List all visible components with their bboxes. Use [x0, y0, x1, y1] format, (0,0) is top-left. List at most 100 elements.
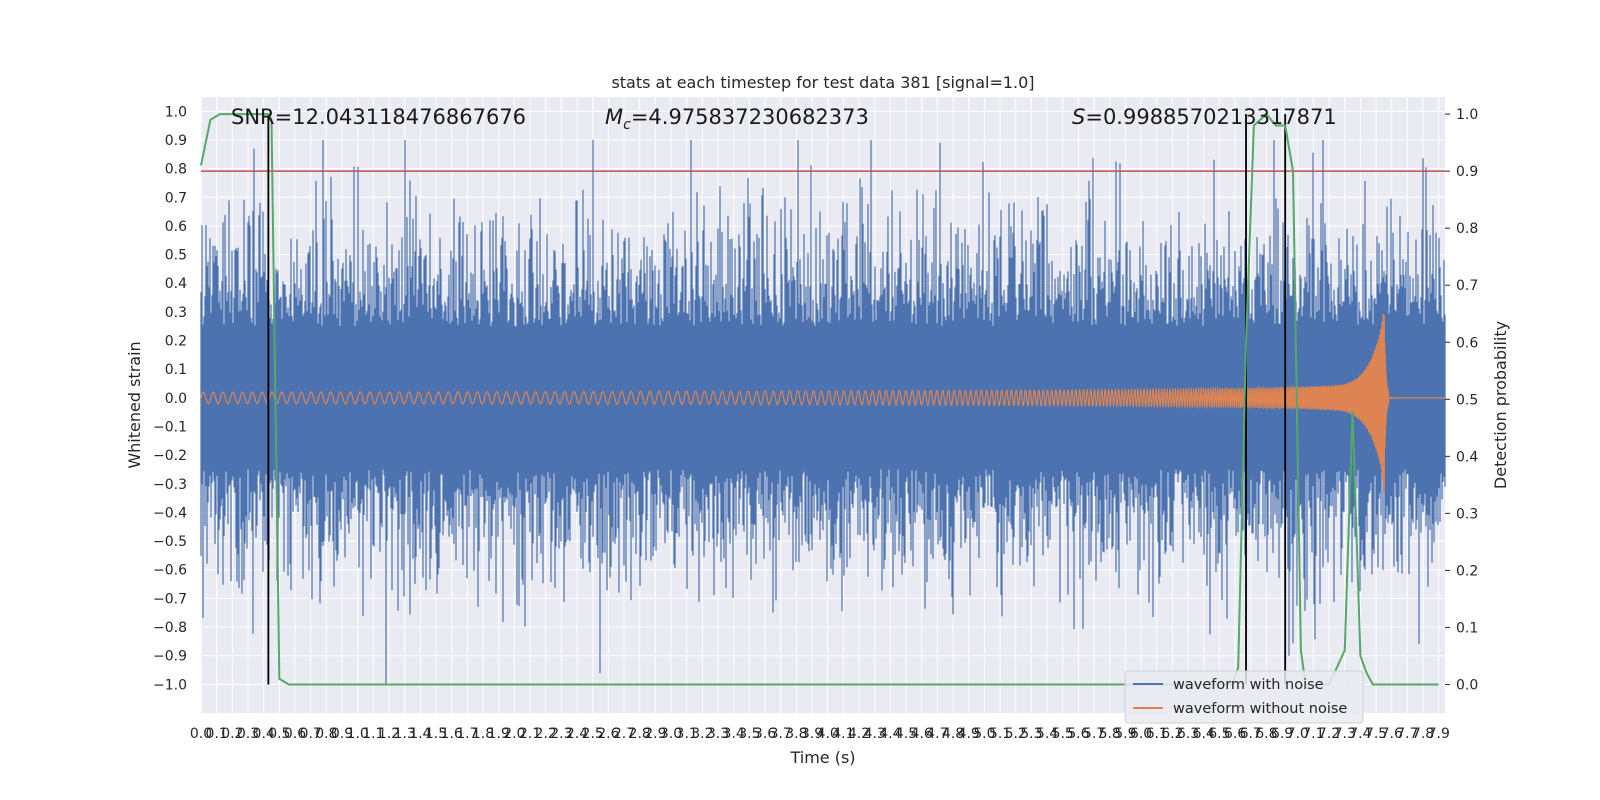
- legend-box: [1124, 670, 1364, 724]
- x-tick-label: 7.6: [1381, 726, 1403, 742]
- x-tick-label: 3.3: [707, 726, 729, 742]
- x-tick-label: 4.0: [817, 726, 839, 742]
- x-tick-label: 3.8: [785, 726, 807, 742]
- x-tick-label: 5.2: [1005, 726, 1027, 742]
- x-tick-label: 2.8: [629, 726, 651, 742]
- y-left-tick-label: −0.7: [153, 591, 187, 607]
- y-right-tick-label: 0.7: [1456, 278, 1478, 294]
- x-tick-label: 3.7: [770, 726, 792, 742]
- x-tick-label: 1.1: [362, 726, 384, 742]
- x-tick-label: 6.8: [1255, 726, 1277, 742]
- x-tick-label: 4.7: [926, 726, 948, 742]
- s-value: =0.9988570213317871: [1085, 105, 1336, 129]
- x-tick-label: 3.0: [660, 726, 682, 742]
- x-tick-label: 7.3: [1334, 726, 1356, 742]
- y-right-tick-labels: 0.0 0.1 0.2 0.3 0.4 0.5 0.6 0.7 0.8 0.9 1.0: [1445, 107, 1478, 693]
- legend-label-clean: waveform without noise: [1173, 701, 1347, 717]
- y-left-tick-label: −0.2: [153, 448, 187, 464]
- x-tick-label: 4.6: [911, 726, 933, 742]
- y-right-tick-label: 1.0: [1456, 107, 1478, 123]
- y-left-tick-label: 0.8: [165, 162, 187, 178]
- x-tick-label: 4.9: [958, 726, 980, 742]
- x-tick-labels: 0.00.10.20.30.40.50.60.70.80.91.01.11.21…: [190, 726, 1450, 742]
- series-detection-probability: [200, 112, 1439, 686]
- s-annotation: S=0.9988570213317871: [1072, 105, 1337, 129]
- y-right-tick-label: 0.8: [1456, 221, 1478, 237]
- x-tick-label: 6.5: [1208, 726, 1230, 742]
- x-tick-label: 3.5: [738, 726, 760, 742]
- x-tick-label: 6.9: [1271, 726, 1293, 742]
- y-left-tick-label: 0.0: [165, 391, 187, 407]
- y-right-tick-label: 0.1: [1456, 620, 1478, 636]
- x-tick-label: 0.7: [300, 726, 322, 742]
- y-right-tick-label: 0.3: [1456, 506, 1478, 522]
- clean-trace: [200, 313, 1445, 487]
- x-tick-label: 0.6: [284, 726, 306, 742]
- y-left-tick-label: −0.4: [153, 505, 187, 521]
- x-tick-label: 6.0: [1130, 726, 1152, 742]
- x-tick-label: 0.0: [190, 726, 212, 742]
- x-tick-label: 0.4: [253, 726, 275, 742]
- x-tick-label: 5.5: [1052, 726, 1074, 742]
- mc-value: =4.975837230682373: [631, 105, 869, 129]
- y-left-tick-label: −0.9: [153, 649, 187, 665]
- x-tick-label: 4.2: [848, 726, 870, 742]
- x-tick-label: 7.7: [1396, 726, 1418, 742]
- x-tick-label: 6.3: [1177, 726, 1199, 742]
- y-right-tick-label: 0.9: [1456, 164, 1478, 180]
- x-tick-label: 6.4: [1193, 726, 1215, 742]
- x-tick-label: 2.5: [582, 726, 604, 742]
- x-tick-label: 1.0: [347, 726, 369, 742]
- y-left-tick-label: 0.6: [165, 219, 187, 235]
- y-left-tick-label: 0.2: [165, 334, 187, 350]
- x-tick-label: 7.1: [1302, 726, 1324, 742]
- x-tick-label: 7.5: [1365, 726, 1387, 742]
- x-tick-label: 7.9: [1428, 726, 1450, 742]
- x-tick-label: 1.5: [425, 726, 447, 742]
- x-tick-label: 7.2: [1318, 726, 1340, 742]
- x-tick-label: 5.6: [1067, 726, 1089, 742]
- x-tick-label: 2.4: [566, 726, 588, 742]
- x-tick-label: 7.0: [1287, 726, 1309, 742]
- y-right-tick-label: 0.2: [1456, 563, 1478, 579]
- x-tick-label: 5.7: [1083, 726, 1105, 742]
- x-tick-label: 2.6: [597, 726, 619, 742]
- series-waveform-without-noise: [200, 313, 1445, 493]
- x-tick-label: 1.3: [394, 726, 416, 742]
- x-tick-label: 0.3: [237, 726, 259, 742]
- x-tick-label: 7.4: [1349, 726, 1371, 742]
- y-left-tick-label: 0.5: [165, 248, 187, 264]
- mc-symbol: M: [605, 105, 623, 129]
- x-tick-label: 5.1: [989, 726, 1011, 742]
- x-tick-label: 1.4: [409, 726, 431, 742]
- x-tick-label: 0.2: [221, 726, 243, 742]
- y-left-tick-label: −0.5: [153, 534, 187, 550]
- x-tick-label: 3.1: [676, 726, 698, 742]
- x-tick-label: 5.3: [1020, 726, 1042, 742]
- x-tick-label: 5.9: [1114, 726, 1136, 742]
- probability-trace: [200, 112, 1439, 686]
- x-tick-label: 2.7: [613, 726, 635, 742]
- x-tick-label: 2.1: [519, 726, 541, 742]
- s-symbol: S: [1072, 105, 1085, 129]
- vertical-markers: [267, 114, 1287, 685]
- x-tick-label: 3.9: [801, 726, 823, 742]
- snr-annotation: SNR=12.043118476867676: [231, 105, 526, 129]
- y-left-tick-label: 0.3: [165, 305, 187, 321]
- y-left-tick-label: 0.9: [165, 133, 187, 149]
- x-tick-label: 3.4: [723, 726, 745, 742]
- x-tick-label: 4.5: [895, 726, 917, 742]
- y-left-tick-label: 0.1: [165, 362, 187, 378]
- x-tick-label: 1.6: [441, 726, 463, 742]
- x-tick-label: 5.4: [1036, 726, 1058, 742]
- y-left-tick-labels: −1.0 −0.9 −0.8 −0.7 −0.6 −0.5 −0.4 −0.3 −0.2 −0.1…: [153, 104, 187, 693]
- x-tick-label: 4.3: [864, 726, 886, 742]
- legend-label-noise: waveform with noise: [1173, 677, 1324, 693]
- x-tick-label: 5.8: [1099, 726, 1121, 742]
- y-right-tick-label: 0.4: [1456, 449, 1478, 465]
- x-tick-label: 0.5: [268, 726, 290, 742]
- x-tick-label: 6.7: [1240, 726, 1262, 742]
- chirp-mass-annotation: Mc=4.975837230682373: [605, 105, 869, 133]
- y-right-tick-label: 0.5: [1456, 392, 1478, 408]
